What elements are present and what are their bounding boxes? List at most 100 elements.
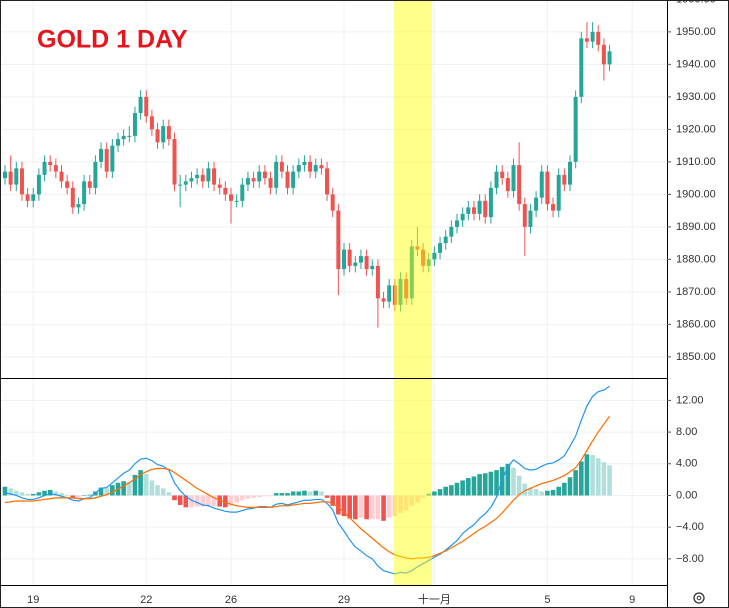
histogram-bar: [336, 495, 341, 515]
histogram-bar: [30, 493, 36, 496]
candle-body: [296, 165, 301, 172]
histogram-bar: [454, 482, 460, 496]
histogram-bar: [353, 495, 358, 520]
candle-body: [505, 178, 510, 192]
histogram-bar: [466, 478, 471, 496]
candle-body: [353, 262, 358, 266]
histogram-bar: [59, 493, 64, 496]
histogram-bar: [341, 495, 347, 517]
candle-body: [336, 210, 341, 270]
candle-body: [138, 96, 143, 114]
y-tick-label: −8.00: [676, 553, 704, 565]
histogram-bar: [432, 491, 437, 496]
histogram-bar: [437, 489, 443, 496]
histogram-bar: [104, 488, 109, 496]
histogram-bar: [607, 465, 612, 496]
candle-body: [398, 278, 403, 305]
histogram-bar: [471, 476, 477, 496]
candle-body: [596, 31, 601, 45]
histogram-bar: [256, 495, 262, 498]
histogram-bar: [494, 470, 499, 496]
histogram-bar: [545, 490, 550, 496]
histogram-bar: [511, 467, 516, 496]
histogram-bar: [590, 455, 595, 496]
histogram-bar: [381, 495, 386, 521]
histogram-bar: [420, 495, 426, 498]
histogram-bar: [251, 495, 256, 498]
x-tick-label: 22: [140, 594, 152, 606]
highlight-band: [394, 0, 432, 585]
candle-body: [607, 51, 612, 65]
histogram-bar: [403, 495, 409, 511]
candle-body: [517, 165, 522, 205]
candle-body: [415, 246, 420, 250]
histogram-bar: [132, 474, 138, 496]
candle-body: [551, 204, 556, 211]
histogram-bar: [539, 491, 545, 496]
histogram-bar: [302, 490, 307, 496]
candle-body: [511, 165, 516, 192]
indicator-line: [4, 415, 611, 560]
candle-body: [127, 135, 132, 137]
histogram-bar: [160, 488, 166, 496]
histogram-bar: [449, 485, 454, 496]
histogram-bar: [313, 490, 319, 496]
histogram-bar: [200, 495, 206, 507]
x-tick-label: 十一月: [418, 592, 451, 606]
x-tick-label: 29: [338, 594, 350, 606]
histogram-bar: [522, 483, 528, 496]
candle-body: [268, 178, 273, 188]
histogram-bar: [601, 462, 607, 496]
histogram-bar: [47, 489, 53, 496]
candle-body: [358, 256, 363, 263]
candle-body: [347, 249, 352, 266]
candle-body: [195, 174, 200, 179]
candle-body: [36, 174, 41, 195]
histogram-bar: [516, 475, 522, 496]
histogram-bar: [138, 470, 143, 496]
candle-body: [556, 174, 561, 211]
histogram-bar: [2, 486, 8, 496]
candle-body: [212, 168, 217, 185]
histogram-bar: [36, 492, 42, 496]
candle-body: [206, 168, 211, 182]
candle-body: [14, 168, 19, 185]
y-tick-label: 1950.00: [676, 26, 716, 38]
candle-body: [178, 184, 183, 186]
histogram-bar: [556, 486, 561, 496]
y-tick-label: 1960.00: [676, 0, 716, 5]
candle-body: [87, 181, 92, 188]
candle-body: [579, 38, 584, 97]
candle-body: [477, 200, 482, 214]
settings-icon[interactable]: [693, 592, 705, 604]
y-tick-label: 1870.00: [676, 286, 716, 298]
candle-body: [234, 200, 239, 202]
candle-body: [99, 148, 104, 162]
candle-body: [601, 44, 606, 65]
histogram-bar: [70, 495, 76, 498]
candle-body: [409, 246, 414, 299]
candle-body: [539, 171, 544, 198]
histogram-bar: [296, 491, 302, 496]
histogram-bar: [14, 490, 19, 496]
candle-body: [31, 194, 36, 201]
y-tick-label: 1920.00: [676, 123, 716, 135]
candle-body: [404, 278, 409, 299]
candle-body: [562, 174, 567, 185]
candle-body: [110, 145, 115, 172]
candle-body: [229, 194, 233, 201]
y-tick-label: 1910.00: [676, 156, 716, 168]
candle-body: [262, 171, 267, 179]
candle-body: [200, 174, 205, 182]
x-tick-label: 5: [544, 594, 550, 606]
histogram-bar: [375, 495, 381, 520]
histogram-bar: [262, 495, 268, 497]
histogram-bar: [206, 495, 211, 506]
candle-body: [285, 171, 290, 188]
histogram-bar: [110, 485, 115, 496]
candle-body: [155, 129, 160, 143]
histogram-bar: [228, 495, 234, 506]
candle-body: [545, 171, 550, 205]
candle-body: [471, 207, 476, 214]
candle-body: [432, 252, 437, 260]
